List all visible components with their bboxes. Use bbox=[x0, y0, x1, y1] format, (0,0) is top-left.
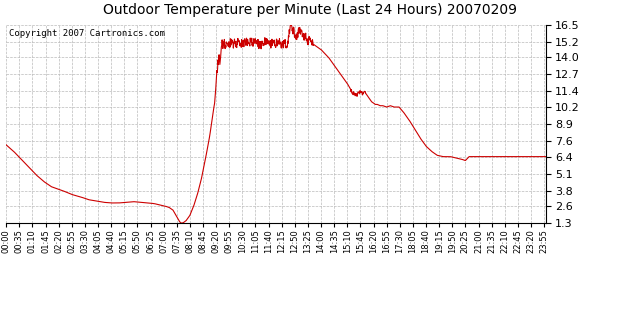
Text: Outdoor Temperature per Minute (Last 24 Hours) 20070209: Outdoor Temperature per Minute (Last 24 … bbox=[103, 3, 517, 17]
Text: Copyright 2007 Cartronics.com: Copyright 2007 Cartronics.com bbox=[9, 29, 165, 38]
